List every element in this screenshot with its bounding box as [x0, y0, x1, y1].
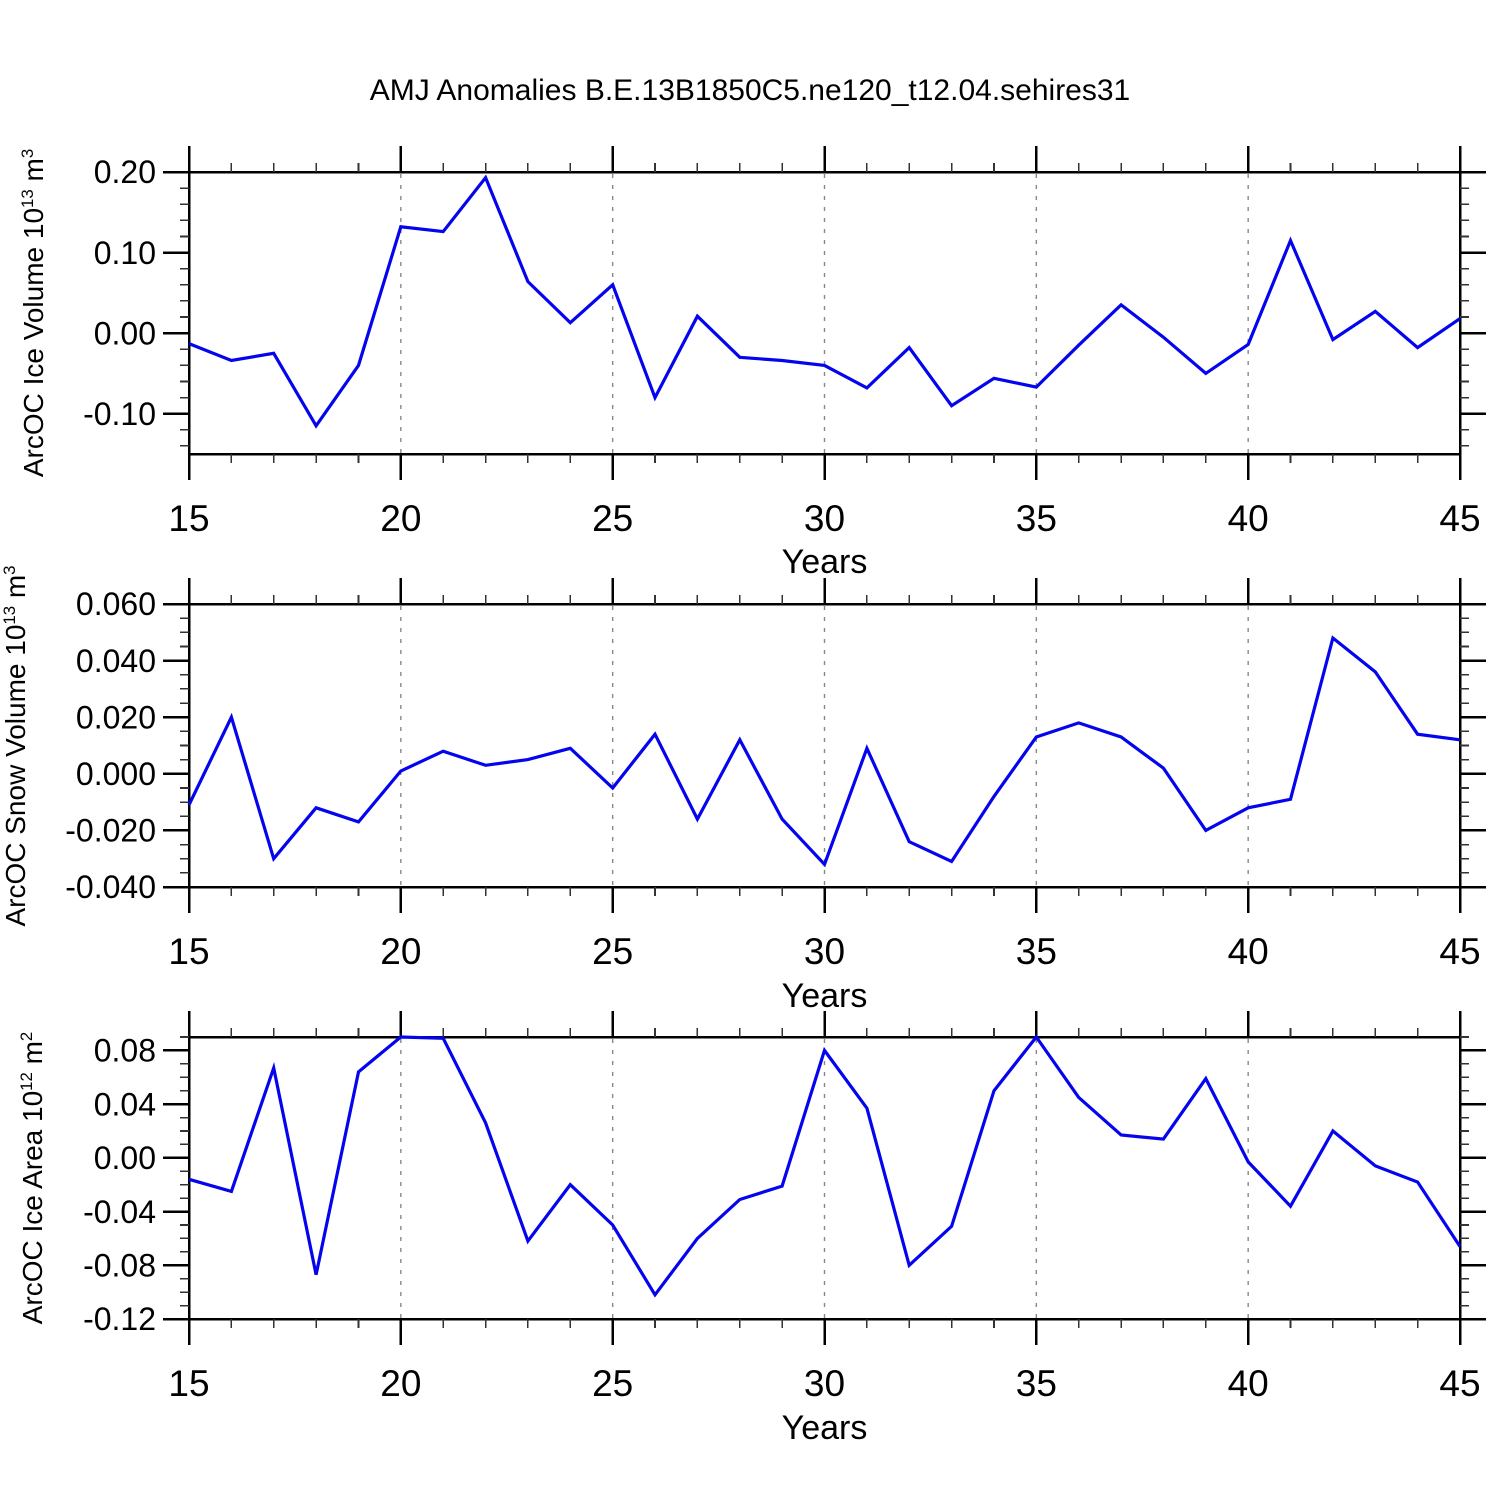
y-axis-label-ice-volume: ArcOC Ice Volume 1013 m3: [17, 148, 50, 478]
y-tick-label: -0.08: [83, 1247, 156, 1283]
y-tick-label: -0.020: [65, 813, 156, 849]
y-tick-label: 0.04: [94, 1086, 156, 1122]
x-tick-label: 20: [380, 931, 421, 972]
y-axis-label-snow-volume: ArcOC Snow Volume 1013 m3: [0, 565, 32, 927]
x-axis-label-ice-area: Years: [781, 1409, 868, 1447]
x-tick-label: 15: [168, 498, 209, 539]
x-tick-label: 30: [804, 931, 845, 972]
plot-frame: [187, 1035, 1462, 1321]
panel-ice-area: 0.08 0.04 0.00 -0.04 -0.08 -0.12 15 20 25 30 35 40 4…: [83, 1011, 1486, 1404]
x-tick-label: 35: [1016, 498, 1057, 539]
x-tick-label: 15: [168, 1363, 209, 1404]
x-tick-label: 25: [592, 931, 633, 972]
panel-snow-volume: 0.060 0.040 0.020 0.000 -0.020 -0.040 15 20 25 30…: [65, 578, 1486, 972]
y-tick-label: -0.04: [83, 1194, 156, 1230]
x-tick-label: 30: [804, 498, 845, 539]
data-line-snow-volume: [187, 635, 1461, 868]
y-tick-label: 0.000: [76, 756, 156, 792]
y-tick-label: 0.060: [76, 586, 156, 622]
data-line-ice-area: [188, 1034, 1462, 1298]
x-tick-label: 25: [592, 1363, 633, 1404]
y-tick-label: 0.20: [94, 154, 156, 190]
x-tick-label: 35: [1016, 931, 1057, 972]
x-tick-label: 40: [1228, 498, 1269, 539]
plot-frame: [187, 602, 1462, 889]
y-tick-label: 0.020: [76, 699, 156, 735]
x-tick-label: 15: [168, 931, 209, 972]
x-tick-label: 20: [380, 498, 421, 539]
x-axis-label-ice-volume: Years: [781, 543, 868, 581]
x-tick-label: 20: [380, 1363, 421, 1404]
x-tick-label: 35: [1016, 1363, 1057, 1404]
y-tick-label: -0.10: [83, 396, 156, 432]
x-tick-label: 40: [1228, 1363, 1269, 1404]
x-tick-label: 30: [804, 1363, 845, 1404]
panel-ice-volume: 0.20 0.10 0.00 -0.10 15 20 25 30 35 40 45: [83, 146, 1486, 539]
x-tick-label: 40: [1228, 931, 1269, 972]
y-tick-label: 0.10: [94, 235, 156, 271]
y-tick-label: 0.00: [94, 1140, 156, 1176]
x-tick-label: 45: [1439, 1363, 1480, 1404]
y-tick-label: 0.08: [94, 1033, 156, 1069]
x-axis-label-snow-volume: Years: [781, 977, 868, 1015]
data-line-ice-volume: [188, 174, 1461, 429]
x-tick-label: 45: [1439, 931, 1480, 972]
x-tick-label: 45: [1439, 498, 1480, 539]
y-tick-label: 0.040: [76, 643, 156, 679]
y-tick-label: 0.00: [94, 315, 156, 351]
y-axis-label-ice-area: ArcOC Ice Area 1012 m2: [16, 1031, 49, 1325]
plot-frame: [187, 170, 1462, 456]
y-tick-label: -0.040: [65, 869, 156, 905]
y-tick-label: -0.12: [83, 1301, 156, 1337]
figure-title: AMJ Anomalies B.E.13B1850C5.ne120_t12.04…: [369, 74, 1131, 107]
x-tick-label: 25: [592, 498, 633, 539]
